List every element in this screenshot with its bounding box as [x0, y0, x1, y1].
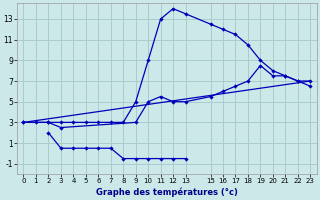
X-axis label: Graphe des températures (°c): Graphe des températures (°c)	[96, 187, 238, 197]
